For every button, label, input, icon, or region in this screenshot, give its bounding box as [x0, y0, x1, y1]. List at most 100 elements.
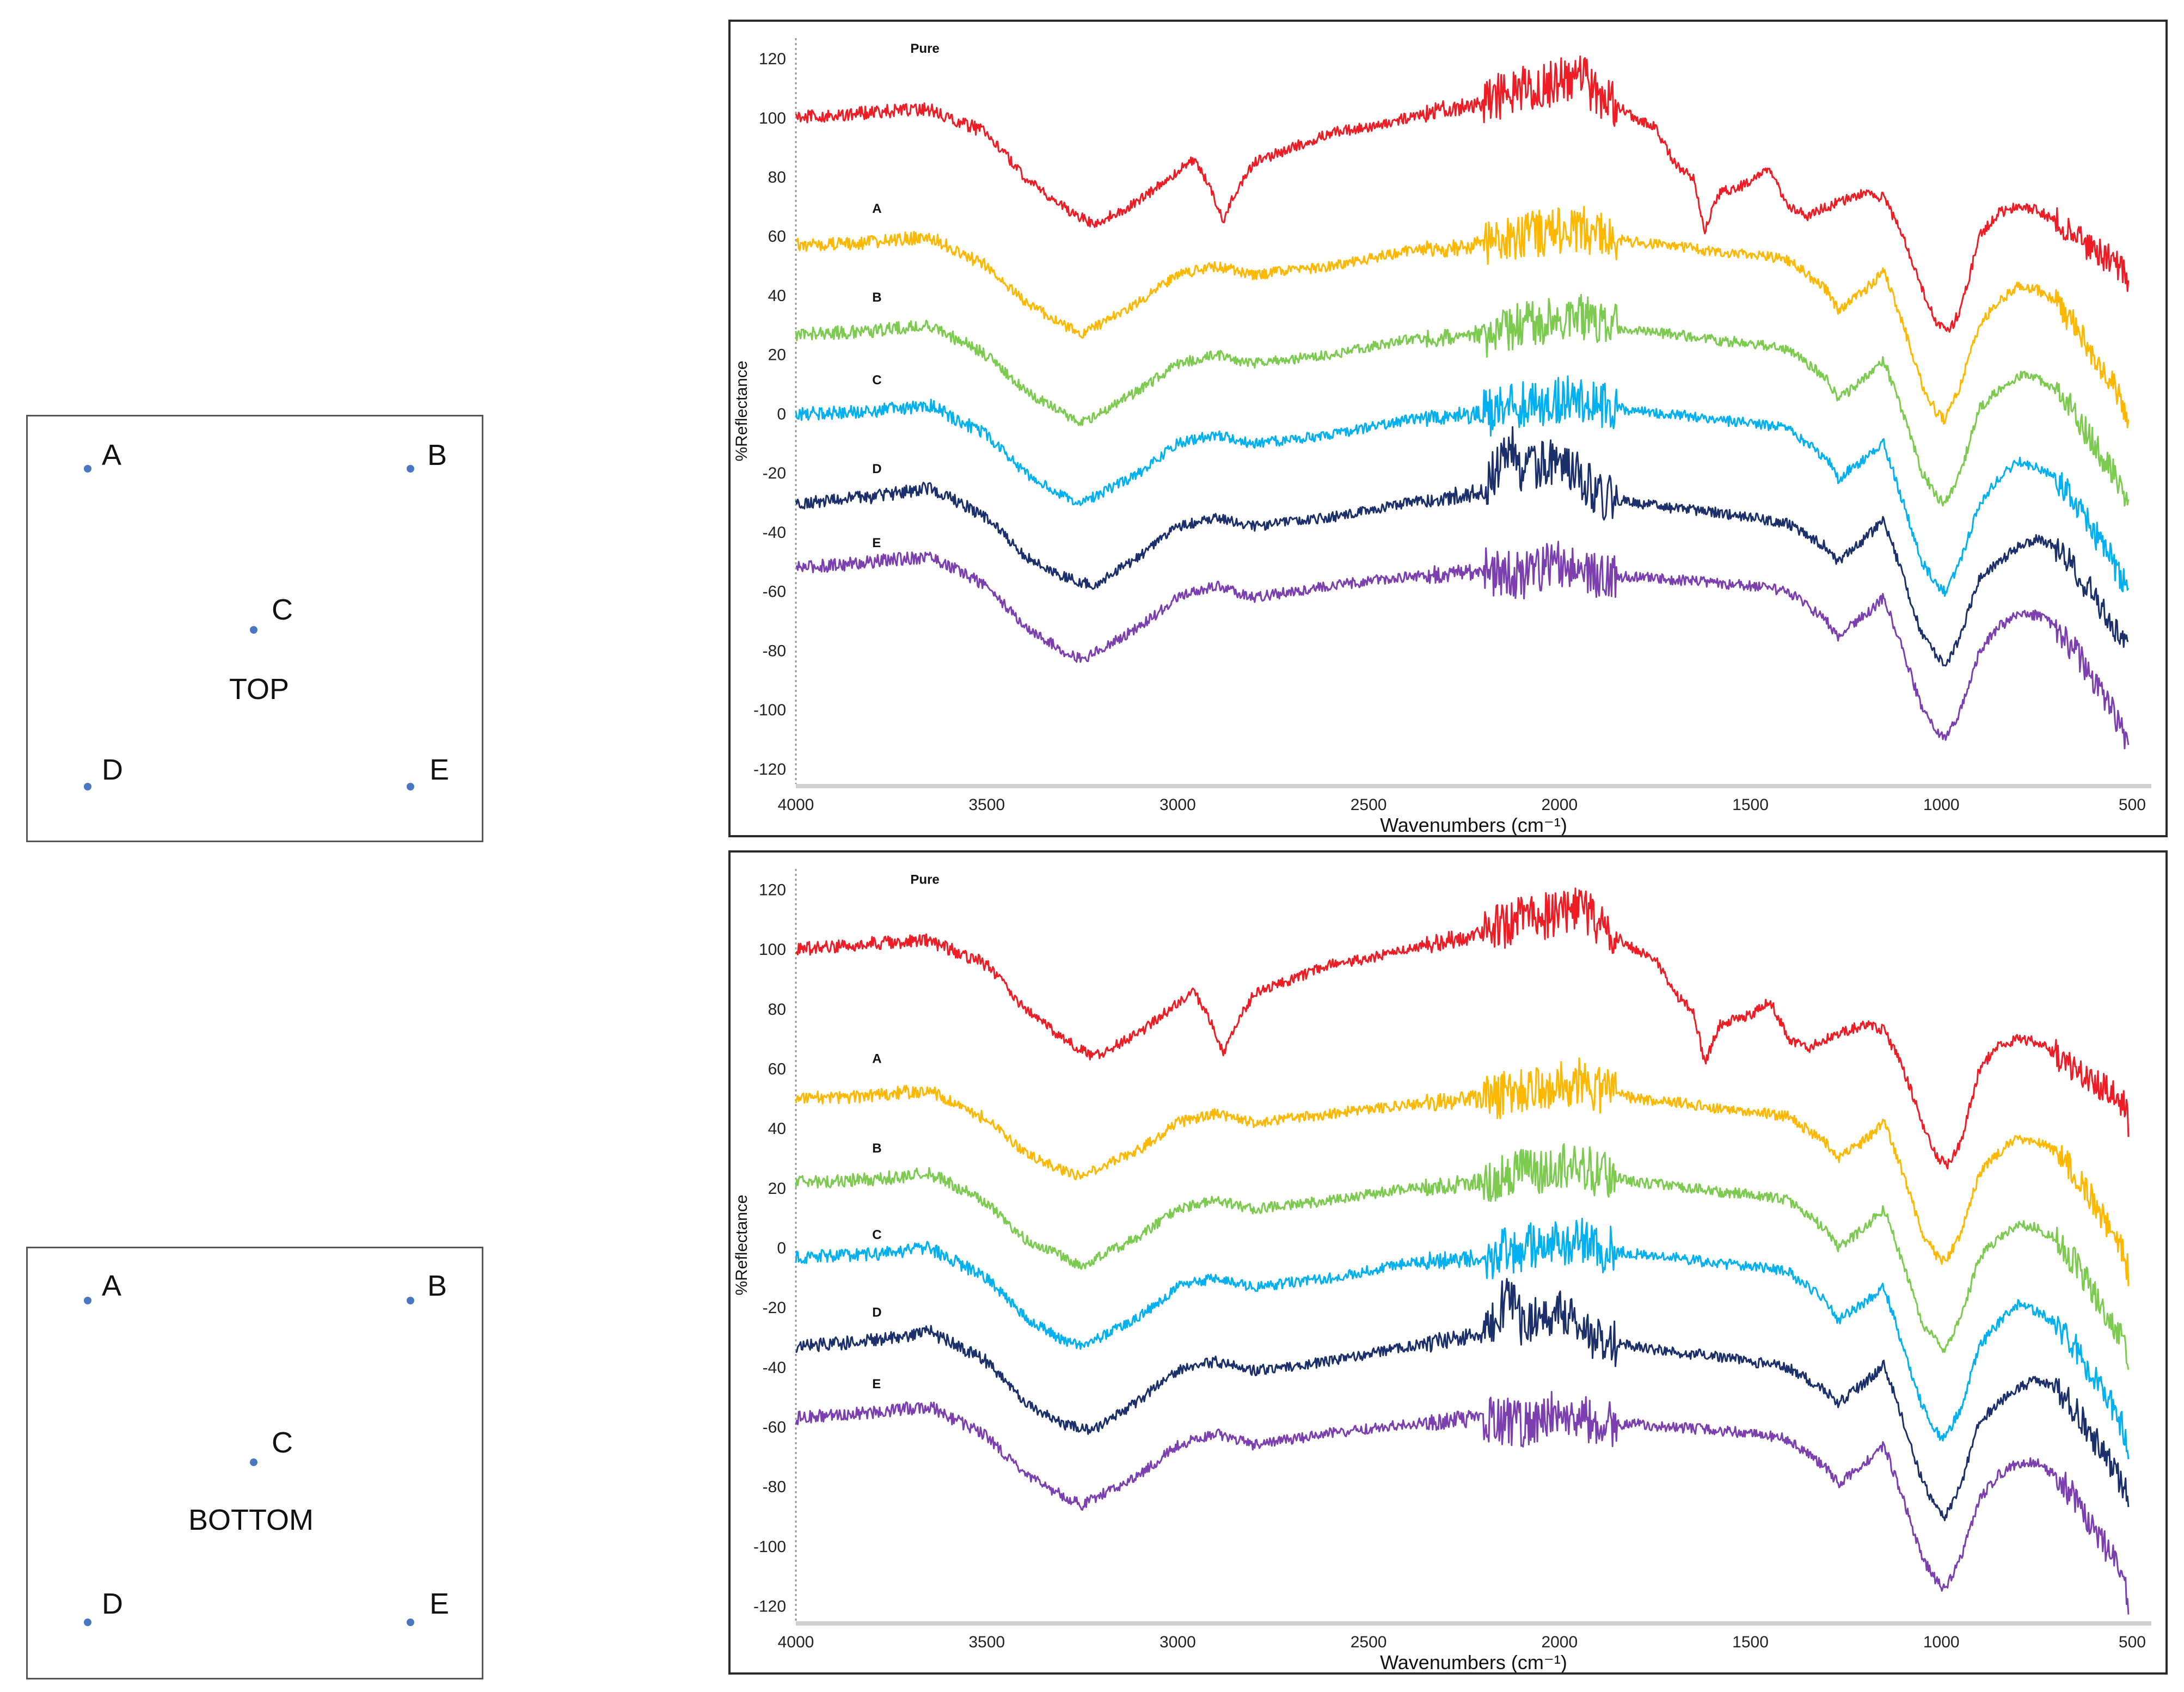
series-label-e: E	[872, 1377, 881, 1391]
sample-map-bottom: A B C BOTTOM D E	[26, 1247, 483, 1679]
y-tick-label: 20	[768, 1180, 786, 1198]
point-marker-e	[407, 1619, 414, 1626]
point-label-b: B	[427, 439, 447, 471]
x-tick-label: 500	[2119, 796, 2146, 814]
x-tick-label: 3500	[968, 796, 1005, 814]
y-tick-label: 100	[759, 941, 786, 959]
point-marker-c	[250, 626, 257, 634]
x-tick-label: 3000	[1160, 796, 1196, 814]
point-marker-b	[407, 465, 414, 473]
x-tick-label: 3000	[1160, 1633, 1196, 1651]
series-label-a: A	[872, 201, 881, 216]
series-label-c: C	[872, 1228, 881, 1242]
series-line-pure	[795, 887, 2130, 1170]
series-line-a	[795, 206, 2130, 428]
series-line-d	[795, 1278, 2130, 1522]
point-marker-e	[407, 783, 414, 790]
x-tick-label: 4000	[778, 796, 814, 814]
point-label-e: E	[430, 753, 450, 786]
y-tick-label: -100	[753, 701, 786, 719]
x-tick-label: 1500	[1732, 1633, 1769, 1651]
x-axis-title: Wavenumbers (cm⁻¹)	[1380, 814, 1567, 835]
point-marker-d	[84, 783, 91, 790]
series-line-e	[795, 541, 2130, 750]
ftir-chart-bottom-plot: 120 100 80 60 40 20 0 -20 -40 -60 -80 -100 -120 4000 3…	[733, 869, 2151, 1672]
ftir-chart-bottom: 120 100 80 60 40 20 0 -20 -40 -60 -80 -100 -120 4000 3…	[728, 850, 2168, 1675]
x-tick-label: 1500	[1732, 796, 1769, 814]
y-tick-label: 60	[768, 228, 786, 246]
y-axis-title: %Reflectance	[733, 360, 751, 461]
y-tick-label: -20	[763, 464, 786, 482]
series-line-d	[795, 426, 2129, 667]
y-tick-label: -20	[763, 1299, 786, 1317]
y-tick-label: -100	[753, 1538, 786, 1556]
y-tick-label: 120	[759, 881, 786, 899]
point-label-a: A	[102, 1270, 122, 1302]
x-tick-label: 2500	[1351, 796, 1387, 814]
y-tick-label: 60	[768, 1060, 786, 1078]
series-line-pure	[795, 55, 2130, 333]
point-marker-a	[84, 465, 91, 473]
series-label-b: B	[872, 290, 881, 305]
series-label-d: D	[872, 462, 881, 476]
point-label-c: C	[272, 593, 293, 626]
point-label-e: E	[430, 1587, 450, 1620]
y-tick-label: -40	[763, 524, 786, 542]
point-marker-c	[250, 1458, 257, 1466]
x-tick-label: 3500	[968, 1633, 1005, 1651]
point-label-d: D	[102, 753, 123, 786]
y-tick-label: 80	[768, 169, 786, 187]
y-tick-label: 100	[759, 109, 786, 127]
x-tick-label: 2000	[1541, 1633, 1578, 1651]
y-tick-label: -60	[763, 1419, 786, 1437]
series-line-e	[795, 1391, 2130, 1615]
y-tick-label: 0	[777, 1239, 786, 1257]
y-tick-label: -40	[763, 1359, 786, 1377]
x-tick-label: 500	[2119, 1633, 2146, 1651]
x-tick-label: 1000	[1923, 796, 1960, 814]
series-label-b: B	[872, 1141, 881, 1156]
y-tick-label: 20	[768, 346, 786, 364]
y-tick-label: 0	[777, 405, 786, 423]
series-line-c	[795, 1217, 2130, 1460]
series-line-b	[795, 293, 2130, 507]
series-line-b	[795, 1143, 2130, 1370]
x-axis-band	[796, 784, 2151, 788]
series-label-pure: Pure	[910, 41, 939, 56]
series-label-c: C	[872, 373, 881, 388]
series-label-d: D	[872, 1305, 881, 1320]
y-tick-label: -120	[753, 761, 786, 778]
series-label-pure: Pure	[910, 872, 939, 887]
x-tick-label: 2500	[1351, 1633, 1387, 1651]
x-axis-title: Wavenumbers (cm⁻¹)	[1380, 1651, 1567, 1672]
y-tick-label: 80	[768, 1001, 786, 1019]
x-axis-band	[796, 1621, 2151, 1626]
point-marker-a	[84, 1297, 91, 1304]
point-label-a: A	[102, 439, 122, 471]
ftir-chart-top-plot: 120 100 80 60 40 20 0 -20 -40 -60 -80 -100 -120 4000 3…	[733, 38, 2151, 835]
point-label-d: D	[102, 1587, 123, 1620]
point-marker-b	[407, 1297, 414, 1304]
x-tick-label: 4000	[778, 1633, 814, 1651]
panel-title-top: TOP	[229, 673, 290, 706]
y-tick-label: 40	[768, 1120, 786, 1138]
ftir-chart-top: 120 100 80 60 40 20 0 -20 -40 -60 -80 -100 -120 4000 3…	[728, 20, 2168, 837]
series-label-a: A	[872, 1051, 881, 1066]
y-axis-title: %Reflectance	[733, 1194, 751, 1295]
series-line-c	[795, 375, 2130, 597]
y-tick-label: 40	[768, 287, 786, 305]
panel-title-bottom: BOTTOM	[188, 1504, 314, 1536]
point-marker-d	[84, 1619, 91, 1626]
y-tick-label: -120	[753, 1598, 786, 1616]
point-label-b: B	[427, 1270, 447, 1302]
x-tick-label: 2000	[1541, 796, 1578, 814]
sample-map-top: A B C TOP D E	[26, 415, 483, 842]
y-tick-label: 120	[759, 50, 786, 68]
y-tick-label: -60	[763, 583, 786, 601]
y-tick-label: -80	[763, 1478, 786, 1496]
y-tick-label: -80	[763, 642, 786, 660]
point-label-c: C	[272, 1426, 293, 1459]
x-tick-label: 1000	[1923, 1633, 1960, 1651]
series-label-e: E	[872, 536, 881, 550]
series-line-a	[795, 1057, 2130, 1286]
